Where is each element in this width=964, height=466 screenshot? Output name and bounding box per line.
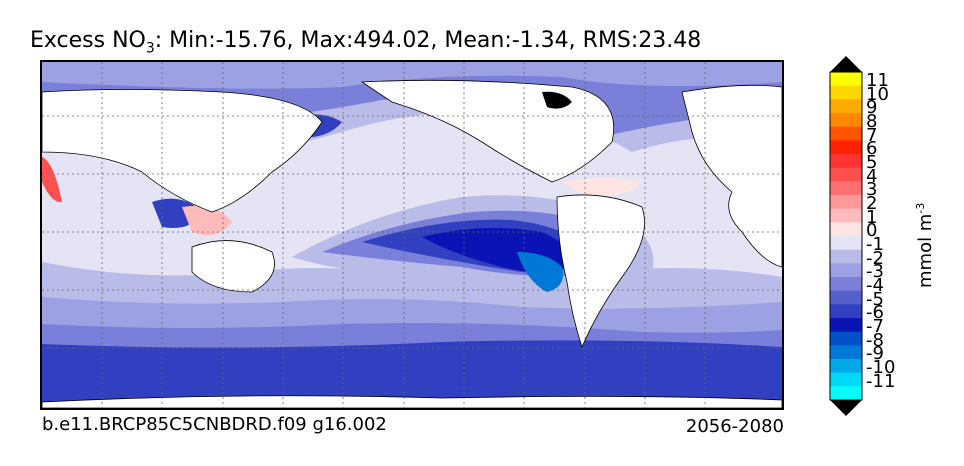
land-antarctica bbox=[42, 395, 782, 408]
colorbar-swatch bbox=[830, 113, 862, 128]
ocean-map bbox=[42, 62, 782, 408]
south-china-pink bbox=[182, 206, 232, 236]
colorbar-swatch bbox=[830, 99, 862, 114]
colorbar-swatch bbox=[830, 359, 862, 374]
colorbar-swatch bbox=[830, 72, 862, 87]
colorbar-tick-label: 3 bbox=[866, 179, 878, 201]
colorbar-tick-label: 6 bbox=[866, 138, 878, 160]
colorbar-under-triangle bbox=[830, 400, 862, 416]
colorbar-tick-label: -2 bbox=[866, 247, 884, 269]
peru-upwelling bbox=[517, 252, 563, 292]
colorbar-swatch bbox=[830, 126, 862, 141]
north-band-3 bbox=[42, 62, 782, 89]
colorbar-tick-label: -4 bbox=[866, 275, 884, 296]
colorbar-tick-label: -8 bbox=[866, 329, 884, 351]
colorbar-tick-label: 9 bbox=[866, 97, 878, 119]
colorbar-tick-label: -3 bbox=[866, 261, 884, 283]
colorbar-swatch bbox=[830, 167, 862, 182]
title-stats: : Min:-15.76, Max:494.02, Mean:-1.34, RM… bbox=[154, 28, 702, 53]
colorbar-swatch bbox=[830, 263, 862, 278]
colorbar-swatch bbox=[830, 208, 862, 223]
colorbar-tick-label: 2 bbox=[866, 193, 878, 214]
land-south-america bbox=[556, 194, 645, 349]
colorbar-tick-label: -5 bbox=[866, 288, 884, 310]
colorbar-tick-label: -7 bbox=[866, 316, 884, 337]
colorbar-tick-labels: 11 10 9 8 7 6 5 4 3 2 1 0 -1 -2 -3 -4 -5 -6 -7 -8 -9 -10 -11 bbox=[866, 72, 906, 402]
caribbean-pink bbox=[562, 178, 642, 197]
colorbar-swatch bbox=[830, 140, 862, 155]
colorbar-swatch bbox=[830, 249, 862, 264]
colorbar-tick-label: 0 bbox=[866, 220, 878, 242]
colorbar-swatch bbox=[830, 318, 862, 333]
south-band-4 bbox=[42, 340, 782, 408]
colorbar-frame bbox=[829, 71, 863, 401]
colorbar-unit-label: mmol m-3 bbox=[914, 203, 936, 288]
colorbar-tick-label: -10 bbox=[866, 357, 896, 378]
colorbar-swatch bbox=[830, 304, 862, 319]
colorbar-over-triangle bbox=[830, 56, 862, 72]
colorbar-swatch bbox=[830, 181, 862, 196]
unit-text: mmol m bbox=[915, 213, 936, 288]
colorbar-swatch bbox=[830, 154, 862, 169]
run-label: b.e11.BRCP85C5CNBDRD.f09 g16.002 bbox=[42, 414, 387, 435]
map-frame bbox=[40, 60, 784, 410]
colorbar-tick-label: -1 bbox=[866, 234, 884, 255]
colorbar-tick-label: 1 bbox=[866, 206, 878, 228]
plot-title: Excess NO3: Min:-15.76, Max:494.02, Mean… bbox=[30, 28, 800, 56]
red-sea-red bbox=[42, 157, 62, 203]
colorbar-swatch bbox=[830, 222, 862, 237]
colorbar-swatch bbox=[830, 277, 862, 292]
colorbar-swatch bbox=[830, 345, 862, 360]
colorbar-swatch bbox=[830, 85, 862, 100]
period-label: 2056-2080 bbox=[685, 416, 784, 437]
colorbar-swatch bbox=[830, 331, 862, 346]
colorbar bbox=[829, 56, 863, 416]
colorbar-tick-label: 7 bbox=[866, 124, 878, 146]
colorbar-tick-label: 4 bbox=[866, 165, 878, 187]
colorbar-tick-label: 5 bbox=[866, 152, 878, 173]
graticule bbox=[42, 62, 782, 408]
title-subscript: 3 bbox=[145, 40, 155, 57]
land-hudson-bay bbox=[542, 91, 572, 109]
colorbar-tick-label: 8 bbox=[866, 111, 878, 132]
land-asia bbox=[42, 89, 323, 213]
colorbar-swatch bbox=[830, 386, 862, 401]
colorbar-tick-label: -6 bbox=[866, 302, 884, 324]
unit-exponent: -3 bbox=[914, 202, 927, 214]
colorbar-tick-label: 10 bbox=[866, 83, 889, 105]
colorbar-tick-label: -11 bbox=[866, 370, 896, 392]
title-prefix: Excess NO bbox=[30, 28, 146, 53]
colorbar-swatch bbox=[830, 372, 862, 387]
colorbar-tick-label: -9 bbox=[866, 343, 884, 365]
land-australia bbox=[191, 240, 275, 293]
colorbar-swatch bbox=[830, 195, 862, 210]
colorbar-swatch bbox=[830, 290, 862, 305]
colorbar-tick-label: 11 bbox=[866, 70, 889, 91]
colorbar-swatch bbox=[830, 236, 862, 251]
